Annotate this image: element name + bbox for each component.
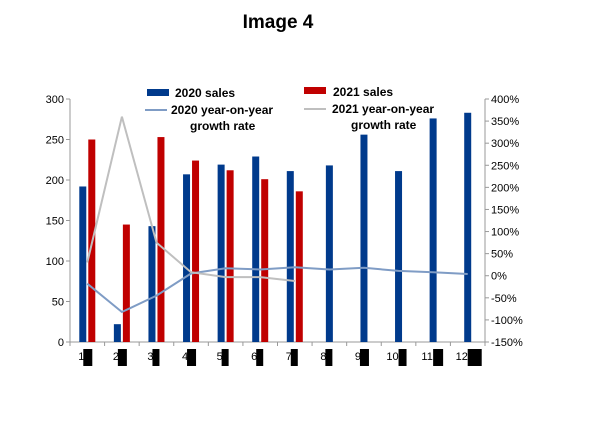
x-tick-label: 10 — [386, 351, 398, 363]
legend-swatch-2020-sales — [147, 89, 169, 96]
bar-2020-sales — [464, 112, 472, 343]
bar-2020-sales — [217, 164, 225, 342]
y-left-tick-label: 0 — [58, 337, 64, 349]
y-right-tick-label: 350% — [491, 116, 519, 128]
y-right-tick-label: 50% — [491, 249, 513, 261]
redaction-box — [290, 349, 298, 366]
legend-swatch-2021-sales — [304, 87, 326, 94]
legend-label-2020-growth-line1: 2020 year-on-year — [171, 103, 273, 117]
bar-2021-sales — [192, 160, 200, 342]
bar-2021-sales — [157, 137, 165, 342]
x-tick-label: 12 — [456, 351, 468, 363]
bar-2020-sales — [113, 324, 121, 342]
y-left-tick-label: 50 — [52, 297, 64, 309]
bar-2020-sales — [252, 156, 260, 342]
legend-label-2021-growth-line2: growth rate — [351, 118, 417, 132]
y-right-tick-label: 250% — [491, 160, 519, 172]
x-tick-label: 8 — [320, 351, 326, 363]
redaction-box — [187, 349, 197, 366]
chart-title: Image 4 — [242, 12, 314, 33]
bar-2020-sales — [360, 134, 368, 342]
redaction-box — [221, 349, 229, 366]
y-right-tick-label: -150% — [491, 337, 523, 349]
y-right-tick-label: -100% — [491, 315, 523, 327]
redaction-box — [398, 349, 407, 366]
bar-2020-sales — [79, 186, 87, 342]
redaction-box — [256, 349, 264, 366]
y-right-tick-label: 200% — [491, 182, 519, 194]
bar-2020-sales — [148, 226, 156, 342]
y-left-tick-label: 200 — [46, 175, 64, 187]
legend-label-2021-sales: 2021 sales — [333, 85, 393, 99]
bar-2020-sales — [286, 171, 294, 342]
bar-2020-sales — [183, 174, 191, 342]
y-left-tick-label: 250 — [46, 135, 64, 147]
bar-2021-sales — [226, 170, 234, 342]
legend-label-2020-sales: 2020 sales — [175, 86, 235, 100]
x-tick-label: 5 — [217, 351, 223, 363]
x-tick-label: 3 — [147, 351, 153, 363]
x-tick-label: 6 — [251, 351, 257, 363]
y-right-tick-label: -50% — [491, 293, 517, 305]
y-left-tick-label: 100 — [46, 256, 64, 268]
x-tick-label: 4 — [182, 351, 188, 363]
x-tick-label: 9 — [355, 351, 361, 363]
y-left-tick-label: 150 — [46, 216, 64, 228]
redaction-box — [467, 349, 482, 366]
bar-2020-sales — [395, 171, 403, 342]
x-tick-label: 11 — [421, 351, 432, 363]
y-right-tick-label: 300% — [491, 138, 519, 150]
y-right-tick-label: 400% — [491, 94, 519, 106]
y-right-tick-label: 0% — [491, 271, 507, 283]
y-right-tick-label: 150% — [491, 204, 519, 216]
bar-2020-sales — [325, 165, 333, 342]
bar-2020-sales — [429, 118, 437, 342]
x-tick-label: 7 — [286, 351, 292, 363]
redaction-box — [117, 349, 127, 366]
line-2020-growth-rate — [86, 266, 468, 314]
redaction-box — [83, 349, 93, 366]
bar-2021-sales — [261, 179, 269, 342]
legend-label-2020-growth-line2: growth rate — [190, 119, 256, 133]
y-left-tick-label: 300 — [46, 94, 64, 106]
x-tick-label: 1 — [78, 351, 84, 363]
line-2021-growth-rate — [86, 116, 295, 282]
redaction-box — [152, 349, 160, 366]
redaction-box — [359, 349, 369, 366]
legend-label-2021-growth-line1: 2021 year-on-year — [332, 102, 434, 116]
y-right-tick-label: 100% — [491, 227, 519, 239]
x-tick-label: 2 — [113, 351, 119, 363]
redaction-box — [433, 349, 444, 366]
redaction-box — [325, 349, 333, 366]
bar-2021-sales — [122, 224, 130, 342]
